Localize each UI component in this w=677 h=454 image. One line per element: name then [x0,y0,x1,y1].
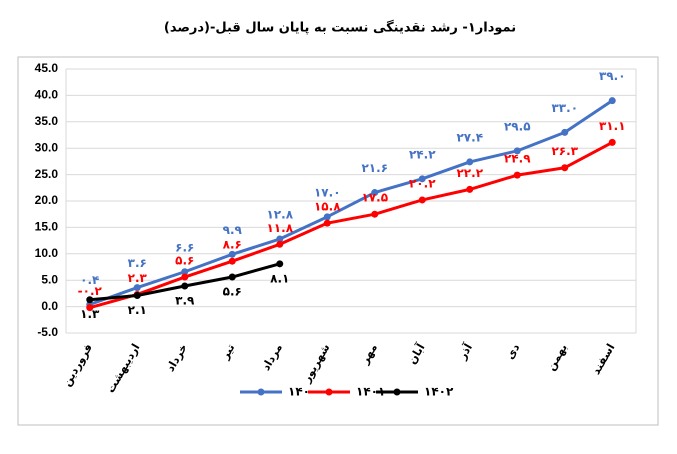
point [228,250,236,258]
series-line [89,99,614,306]
data-label: ۲.۳ [128,271,148,285]
y-tick-label: 0.0 [41,299,58,313]
legend-label: ۱۴۰۲ [424,385,454,399]
legend-swatch [393,388,401,396]
data-label: -۰.۲ [78,284,103,298]
data-label: ۱۷.۰ [314,185,341,199]
data-label: ۹.۹ [223,223,243,237]
point [181,268,189,276]
data-label: ۳۹.۰ [599,69,626,83]
y-tick-label: 20.0 [35,193,59,207]
point [466,158,474,166]
data-label: ۳.۹ [175,294,195,308]
point [513,147,521,155]
point [466,185,474,193]
data-label: ۰.۴ [80,273,99,287]
data-label: ۵.۶ [223,285,242,299]
point [371,210,379,218]
data-label: ۶.۶ [175,240,194,254]
data-label: ۲۴.۹ [504,152,531,166]
data-label: ۲۷.۴ [456,130,483,144]
point [561,164,569,172]
y-tick-label: 15.0 [35,220,59,234]
y-tick-label: 10.0 [35,246,59,260]
chart-frame [17,56,659,426]
point [181,282,189,290]
point [608,97,616,105]
point [418,196,426,204]
data-label: ۲۹.۵ [504,119,531,133]
point [323,213,331,221]
data-label: ۱.۳ [80,307,100,321]
point [181,273,189,281]
data-label: ۳.۶ [128,256,147,270]
y-tick-label: 25.0 [35,167,59,181]
point [418,175,426,183]
legend-swatch [325,388,333,396]
point [323,219,331,227]
data-label: ۱۱.۸ [266,221,293,235]
point [133,284,141,292]
point [513,171,521,179]
legend-swatch [257,388,265,396]
y-tick-label: -5.0 [37,325,58,339]
y-tick-label: 5.0 [41,272,58,286]
data-label: ۱۲.۸ [266,208,293,222]
data-label: ۲.۱ [128,303,147,317]
point [371,189,379,197]
point [276,240,284,248]
y-tick-label: 35.0 [35,114,59,128]
data-label: ۲۱.۶ [361,161,388,175]
data-label: ۳۳.۰ [551,101,578,115]
data-label: ۸.۶ [223,238,242,252]
chart-title: نمودار۱- رشد نقدینگی نسبت به پایان سال ق… [164,20,516,36]
data-label: ۸.۱ [270,271,289,285]
legend-label: ۱۴۰۱ [356,385,385,399]
data-label: ۲۰.۲ [409,176,436,190]
point [561,128,569,136]
legend-label: ۱۴۰۰ [288,385,317,399]
point [228,273,236,281]
point [608,138,616,146]
data-label: ۱۷.۵ [361,191,388,205]
data-label: ۱۵.۸ [314,200,341,214]
point [276,235,284,243]
point [86,296,94,304]
point [228,257,236,265]
point [276,260,284,268]
data-label: ۵.۶ [175,254,194,268]
series-line [89,141,613,310]
point [133,292,141,300]
y-tick-label: 45.0 [35,61,59,75]
data-label: ۳۱.۱ [599,119,626,133]
point [86,304,94,312]
data-label: ۲۲.۲ [456,166,483,180]
data-label: ۲۴.۲ [409,147,436,161]
y-tick-label: 30.0 [35,140,59,154]
data-label: ۲۶.۳ [551,144,578,158]
y-tick-label: 40.0 [35,88,59,102]
